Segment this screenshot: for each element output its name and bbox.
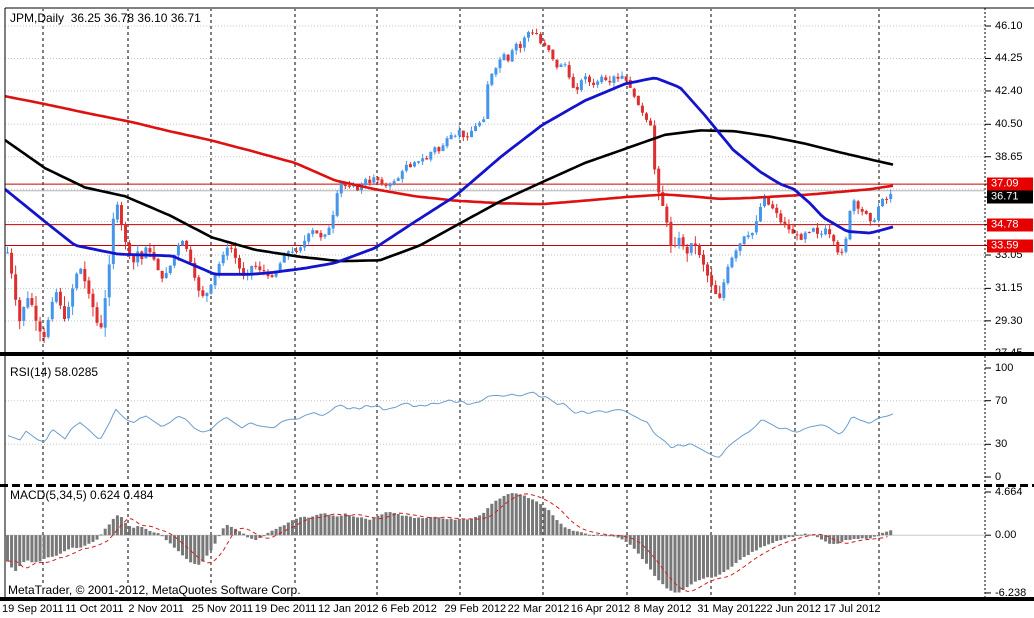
panel-separator-bottom	[0, 597, 1034, 601]
price-axis-label: 42.40	[995, 84, 1023, 97]
rsi-axis-label: 30	[995, 438, 1008, 451]
rsi-indicator-label: RSI(14) 58.0285	[10, 365, 99, 379]
price-axis-label: 40.50	[995, 118, 1023, 131]
date-axis-label: 11 Oct 2011	[65, 603, 124, 615]
ma-blue-line	[5, 76, 894, 276]
symbol-timeframe-label: JPM,Daily	[10, 11, 65, 25]
macd-indicator-label: MACD(5,34,5) 0.624 0.484	[10, 488, 154, 502]
ohlc-quote-label: 36.25 36.78 36.10 36.71	[70, 11, 201, 25]
date-axis-label: 25 Nov 2011	[191, 603, 254, 615]
date-axis-label: 31 May 2012	[697, 603, 761, 615]
date-axis-label: 22 Mar 2012	[507, 603, 570, 615]
ma-black-line	[5, 129, 894, 263]
current-price-badge: 36.71	[987, 190, 1033, 204]
candles-layer	[6, 28, 893, 344]
rsi-line	[7, 391, 894, 458]
price-axis-label: 46.10	[995, 20, 1023, 32]
chart-title: JPM,Daily 36.25 36.78 36.10 36.71	[10, 11, 201, 25]
date-axis-label: 29 Feb 2012	[444, 603, 507, 615]
date-axis-label: 6 Feb 2012	[381, 603, 437, 615]
date-axis-label: 19 Sep 2011	[2, 603, 64, 615]
macd-axis-label: 0.00	[995, 529, 1017, 542]
price-axis-label: 27.45	[995, 347, 1023, 359]
rsi-axis-label: 100	[995, 362, 1014, 374]
rsi-axis-label: 70	[995, 394, 1008, 407]
macd-histogram	[6, 493, 893, 593]
copyright-text: MetaTrader, © 2001-2012, MetaQuotes Soft…	[8, 583, 305, 597]
price-level-badge: 34.78	[987, 218, 1033, 232]
rsi-panel[interactable]	[5, 356, 985, 480]
price-axis-label: 38.65	[995, 150, 1023, 163]
date-axis-label: 2 Nov 2011	[128, 603, 184, 615]
date-axis-label: 16 Apr 2012	[570, 603, 631, 615]
date-axis-label: 8 May 2012	[634, 603, 692, 615]
main-price-panel[interactable]	[5, 8, 985, 352]
date-axis-label: 17 Jul 2012	[823, 603, 881, 615]
price-axis-label: 31.15	[995, 282, 1023, 295]
ma-red-line	[5, 94, 894, 206]
price-level-badge: 33.59	[987, 239, 1033, 253]
macd-axis-label: -6.238	[995, 586, 1027, 599]
date-axis-label: 22 Jun 2012	[760, 603, 821, 615]
price-axis-label: 29.30	[995, 314, 1023, 327]
price-axis-label: 44.25	[995, 52, 1023, 65]
panel-separator-main-rsi[interactable]	[0, 352, 1034, 356]
macd-panel[interactable]	[5, 484, 985, 597]
date-axis-label: 12 Jan 2012	[318, 603, 379, 615]
date-axis-label: 19 Dec 2011	[254, 603, 317, 615]
rsi-axis-label: 0	[995, 471, 1002, 483]
price-level-badge: 37.09	[987, 177, 1033, 191]
macd-axis-label: 4.664	[995, 486, 1023, 498]
